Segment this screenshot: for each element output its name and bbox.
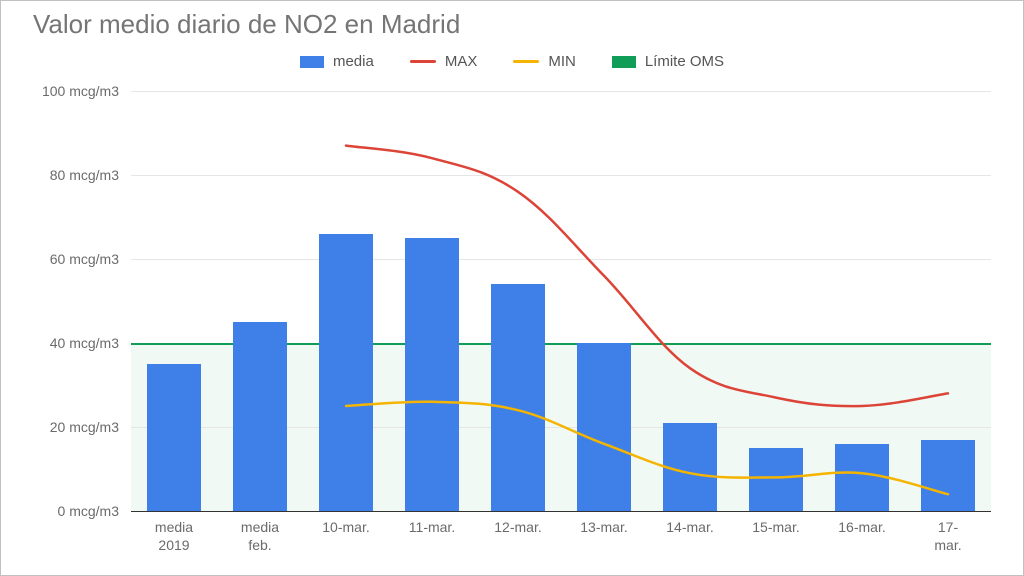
legend-swatch-line: [410, 60, 436, 63]
x-tick-label: media feb.: [241, 511, 279, 554]
y-tick-label: 40 mcg/m3: [50, 335, 131, 351]
x-tick-label: media 2019: [155, 511, 193, 554]
legend-label: media: [333, 53, 374, 70]
y-tick-label: 80 mcg/m3: [50, 167, 131, 183]
legend-swatch-box: [300, 56, 324, 68]
x-tick-label: 16-mar.: [838, 511, 885, 537]
legend-item: MIN: [513, 53, 576, 70]
y-tick-label: 100 mcg/m3: [42, 83, 131, 99]
bar: [921, 440, 974, 511]
plot-area: 0 mcg/m320 mcg/m340 mcg/m360 mcg/m380 mc…: [131, 91, 991, 511]
y-tick-label: 20 mcg/m3: [50, 419, 131, 435]
bar: [491, 284, 544, 511]
x-tick-label: 12-mar.: [494, 511, 541, 537]
legend-label: MAX: [445, 53, 478, 70]
legend-item: Límite OMS: [612, 53, 724, 70]
bar: [233, 322, 286, 511]
y-tick-label: 0 mcg/m3: [58, 503, 131, 519]
legend-swatch-box: [612, 56, 636, 68]
x-tick-label: 17-mar.: [927, 511, 970, 554]
x-tick-label: 14-mar.: [666, 511, 713, 537]
x-tick-label: 10-mar.: [322, 511, 369, 537]
y-tick-label: 60 mcg/m3: [50, 251, 131, 267]
bar: [663, 423, 716, 511]
bar: [749, 448, 802, 511]
x-tick-label: 15-mar.: [752, 511, 799, 537]
chart-container: Valor medio diario de NO2 en Madrid medi…: [0, 0, 1024, 576]
bar: [147, 364, 200, 511]
bar: [405, 238, 458, 511]
legend-label: Límite OMS: [645, 53, 724, 70]
legend-item: MAX: [410, 53, 478, 70]
bars-layer: [131, 91, 991, 511]
bar: [319, 234, 372, 511]
chart-title: Valor medio diario de NO2 en Madrid: [33, 9, 460, 40]
x-tick-label: 13-mar.: [580, 511, 627, 537]
bar: [577, 343, 630, 511]
legend-item: media: [300, 53, 374, 70]
legend-label: MIN: [548, 53, 576, 70]
x-tick-label: 11-mar.: [409, 511, 455, 537]
legend: media MAX MIN Límite OMS: [1, 53, 1023, 70]
bar: [835, 444, 888, 511]
legend-swatch-line: [513, 60, 539, 63]
